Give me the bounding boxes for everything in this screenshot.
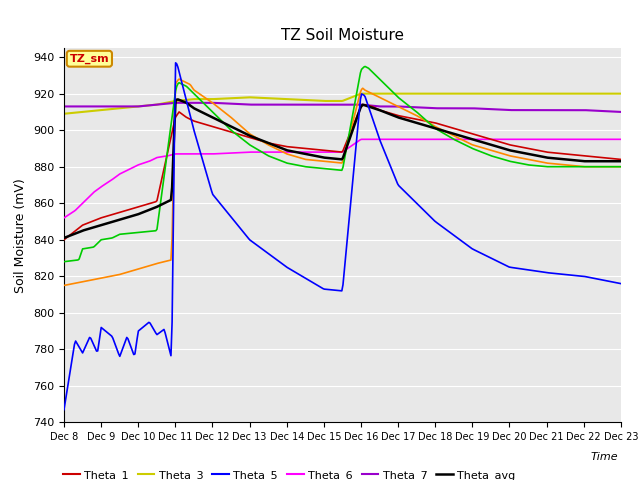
- Legend: Theta_1, Theta_2, Theta_3, Theta_4, Theta_5, Theta_6, Theta_7, Theta_avg: Theta_1, Theta_2, Theta_3, Theta_4, Thet…: [58, 466, 520, 480]
- X-axis label: Time: Time: [590, 452, 618, 462]
- Title: TZ Soil Moisture: TZ Soil Moisture: [281, 28, 404, 43]
- Y-axis label: Soil Moisture (mV): Soil Moisture (mV): [15, 178, 28, 293]
- Text: TZ_sm: TZ_sm: [70, 54, 109, 64]
